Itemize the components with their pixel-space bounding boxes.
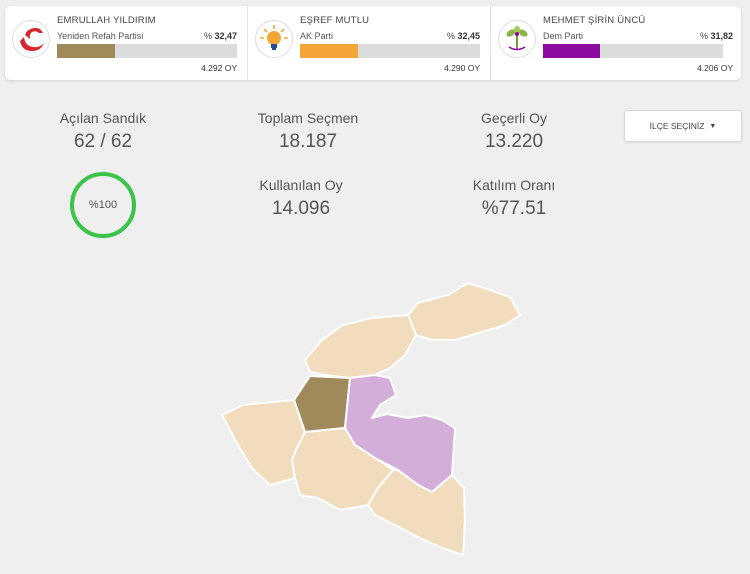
map-region-west[interactable] bbox=[221, 399, 306, 486]
stat-value: 14.096 bbox=[271, 198, 331, 219]
caret-down-icon: ▼ bbox=[709, 122, 717, 130]
party-name: Yeniden Refah Partisi bbox=[57, 31, 144, 41]
map-region-northeast[interactable] bbox=[407, 282, 521, 341]
vote-count: 4.292 OY bbox=[201, 63, 237, 73]
vote-bar-fill bbox=[57, 44, 116, 58]
vote-bar-fill bbox=[543, 44, 601, 58]
candidate-card-1[interactable]: EMRULLAH YILDIRIM Yeniden Refah Partisi … bbox=[5, 6, 245, 80]
vote-bar bbox=[543, 44, 723, 58]
stat-value: 18.187 bbox=[278, 131, 338, 152]
vote-percent: % 32,45 bbox=[446, 31, 480, 41]
dem-parti-icon bbox=[498, 20, 536, 58]
party-name: Dem Parti bbox=[543, 31, 584, 41]
stat-label: Geçerli Oy bbox=[480, 110, 548, 126]
ak-parti-bulb-icon bbox=[255, 20, 293, 58]
stat-katilim-orani: Katılım Oranı %77.51 bbox=[414, 177, 614, 220]
party-name: AK Parti bbox=[300, 31, 334, 41]
opened-ballot-progress-ring: %100 bbox=[70, 172, 136, 238]
stat-acilan-sandik: Açılan Sandık 62 / 62 bbox=[3, 110, 203, 153]
vote-percent: % 31,82 bbox=[699, 31, 733, 41]
stat-label: Katılım Oranı bbox=[472, 177, 556, 193]
candidate-cards: EMRULLAH YILDIRIM Yeniden Refah Partisi … bbox=[5, 6, 741, 80]
vote-bar bbox=[57, 44, 237, 58]
stat-label: Açılan Sandık bbox=[59, 110, 147, 126]
vote-count: 4.206 OY bbox=[697, 63, 733, 73]
candidate-name: EMRULLAH YILDIRIM bbox=[57, 15, 156, 26]
candidate-card-3[interactable]: MEHMET ŞİRİN ÜNCÜ Dem Parti % 31,82 4.20… bbox=[490, 6, 741, 80]
stat-value: 13.220 bbox=[484, 131, 544, 152]
district-select-label: İLÇE SEÇİNİZ bbox=[649, 121, 705, 131]
stat-value: %77.51 bbox=[481, 198, 547, 219]
vote-percent: % 32,47 bbox=[203, 31, 237, 41]
stat-kullanilan-oy: Kullanılan Oy 14.096 bbox=[201, 177, 401, 220]
stat-toplam-secmen: Toplam Seçmen 18.187 bbox=[208, 110, 408, 153]
candidate-name: EŞREF MUTLU bbox=[300, 15, 370, 26]
vote-bar-fill bbox=[300, 44, 359, 58]
candidate-card-2[interactable]: EŞREF MUTLU AK Parti % 32,45 4.290 OY bbox=[247, 6, 488, 80]
stat-gecerli-oy: Geçerli Oy 13.220 bbox=[414, 110, 614, 153]
vote-bar bbox=[300, 44, 480, 58]
map-region-south-center[interactable] bbox=[291, 427, 394, 511]
refah-logo-icon bbox=[12, 20, 50, 58]
map-region-south-east[interactable] bbox=[367, 469, 466, 556]
candidate-name: MEHMET ŞİRİN ÜNCÜ bbox=[543, 15, 646, 26]
map-region-north[interactable] bbox=[304, 314, 417, 379]
district-select-button[interactable]: İLÇE SEÇİNİZ ▼ bbox=[624, 110, 742, 142]
stat-value: 62 / 62 bbox=[73, 131, 133, 152]
stat-label: Toplam Seçmen bbox=[257, 110, 359, 126]
vote-count: 4.290 OY bbox=[444, 63, 480, 73]
stat-label: Kullanılan Oy bbox=[259, 177, 343, 193]
